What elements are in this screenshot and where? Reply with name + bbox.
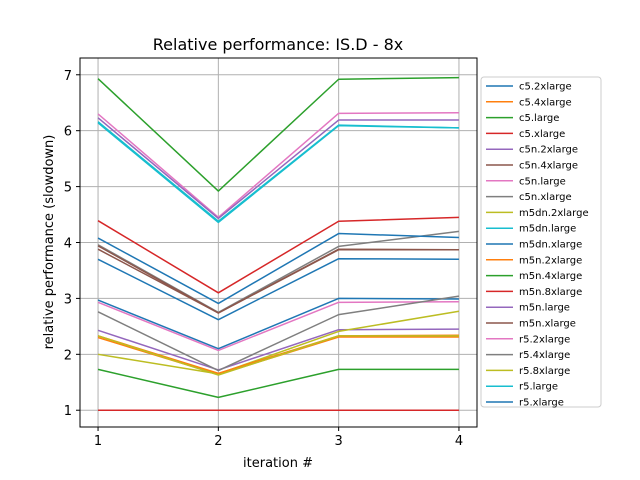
series-line-r5-2xlarge — [97, 301, 459, 352]
legend-label: c5n.2xlarge — [519, 145, 578, 156]
y-tick-label: 6 — [64, 125, 72, 140]
series-line-c5-large — [97, 76, 459, 192]
y-tick-label: 3 — [64, 292, 72, 307]
series-line-m5n-xlarge — [97, 245, 459, 314]
series-line-m5dn-xlarge — [97, 232, 459, 305]
legend-label: c5.2xlarge — [519, 82, 572, 93]
legend-label: m5n.large — [519, 303, 570, 314]
legend-label: m5n.xlarge — [519, 319, 576, 330]
legend-label: r5.large — [519, 382, 558, 393]
legend-label: r5.8xlarge — [519, 366, 570, 377]
series-line-r5-4xlarge — [97, 295, 460, 372]
legend-label: c5n.xlarge — [519, 192, 572, 203]
legend-label: r5.xlarge — [519, 398, 564, 409]
series-line-m5n-4xlarge — [97, 368, 459, 399]
legend-label: m5dn.xlarge — [519, 240, 582, 251]
y-axis-label: relative performance (slowdown) — [42, 135, 57, 350]
legend-label: c5.4xlarge — [519, 97, 572, 108]
x-tick-label: 1 — [94, 434, 102, 449]
legend-label: m5dn.2xlarge — [519, 208, 589, 219]
legend-label: m5n.4xlarge — [519, 271, 582, 282]
legend-label: r5.4xlarge — [519, 350, 570, 361]
legend: c5.2xlarge c5.4xlarge c5.large c5.xlarge c5n… — [480, 76, 602, 409]
series-line-r5-8xlarge — [97, 335, 459, 376]
legend-entries: c5.2xlarge c5.4xlarge c5.large c5.xlarge c5n… — [486, 82, 589, 409]
legend-label: m5n.2xlarge — [519, 255, 582, 266]
y-tick-label: 4 — [64, 237, 72, 252]
y-tick-label: 5 — [64, 181, 72, 196]
x-tick-label: 4 — [455, 434, 463, 449]
series-line-m5dn-2xlarge — [97, 310, 460, 375]
series-line-c5-2xlarge — [97, 297, 459, 350]
series-line-c5-xlarge — [97, 216, 459, 294]
legend-label: c5n.large — [519, 176, 566, 187]
legend-label: r5.2xlarge — [519, 334, 570, 345]
series-line-r5-large — [97, 121, 459, 222]
y-tick-label: 7 — [64, 69, 72, 84]
chart-title: Relative performance: IS.D - 8x — [153, 35, 403, 54]
axis-ticks: 1 2 3 4 1 2 3 4 5 6 7 — [64, 69, 463, 449]
y-tick-label: 1 — [64, 404, 72, 419]
legend-label: m5dn.large — [519, 224, 576, 235]
legend-label: c5n.4xlarge — [519, 161, 578, 172]
series-line-m5n-large — [97, 117, 459, 220]
legend-label: c5.large — [519, 113, 559, 124]
x-tick-label: 3 — [335, 434, 343, 449]
x-tick-label: 2 — [214, 434, 222, 449]
legend-label: m5n.8xlarge — [519, 287, 582, 298]
y-tick-label: 2 — [64, 348, 72, 363]
x-axis-label: iteration # — [243, 456, 313, 471]
legend-box — [480, 76, 602, 408]
series-line-c5n-large — [97, 112, 459, 219]
series-lines — [97, 76, 460, 411]
legend-label: c5.xlarge — [519, 129, 565, 140]
series-line-r5-xlarge — [97, 257, 459, 321]
series-line-c5n-2xlarge — [97, 328, 459, 371]
